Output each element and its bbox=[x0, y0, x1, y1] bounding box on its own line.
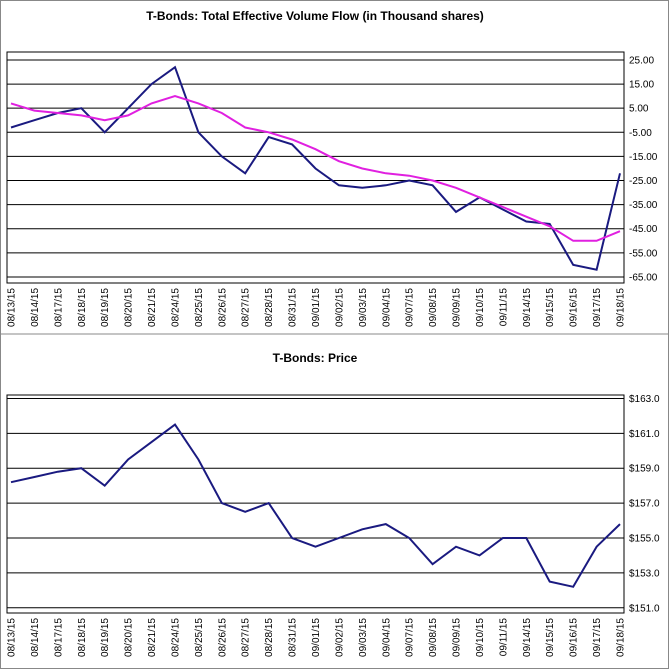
x-tick-label: 08/27/15 bbox=[241, 618, 252, 657]
x-tick-label: 09/01/15 bbox=[311, 288, 322, 327]
y-tick-label: 25.00 bbox=[629, 55, 654, 66]
y-tick-label: $153.0 bbox=[629, 568, 660, 579]
x-tick-label: 09/09/15 bbox=[452, 288, 463, 327]
y-tick-label: 15.00 bbox=[629, 80, 654, 91]
chart-title: T-Bonds: Price bbox=[273, 351, 358, 365]
x-tick-label: 08/21/15 bbox=[147, 618, 158, 657]
y-tick-label: $157.0 bbox=[629, 499, 660, 510]
plot-area bbox=[6, 394, 625, 614]
x-tick-label: 08/24/15 bbox=[170, 288, 181, 327]
x-tick-label: 09/16/15 bbox=[569, 618, 580, 657]
y-tick-label: -35.00 bbox=[629, 200, 658, 211]
x-tick-label: 09/10/15 bbox=[475, 288, 486, 327]
y-tick-label: 5.00 bbox=[629, 104, 649, 115]
y-tick-label: $155.0 bbox=[629, 534, 660, 545]
x-tick-label: 08/20/15 bbox=[124, 288, 135, 327]
x-tick-label: 09/09/15 bbox=[452, 618, 463, 657]
x-tick-label: 08/25/15 bbox=[194, 288, 205, 327]
y-tick-label: $159.0 bbox=[629, 464, 660, 475]
x-tick-label: 09/07/15 bbox=[405, 288, 416, 327]
x-tick-label: 09/02/15 bbox=[334, 618, 345, 657]
x-tick-label: 09/08/15 bbox=[428, 618, 439, 657]
x-tick-label: 08/13/15 bbox=[7, 618, 18, 657]
x-tick-label: 08/19/15 bbox=[100, 288, 111, 327]
y-tick-label: $163.0 bbox=[629, 394, 660, 405]
x-tick-label: 09/08/15 bbox=[428, 288, 439, 327]
x-tick-label: 09/14/15 bbox=[522, 618, 533, 657]
x-tick-label: 09/03/15 bbox=[358, 618, 369, 657]
x-tick-label: 09/10/15 bbox=[475, 618, 486, 657]
x-tick-label: 09/17/15 bbox=[592, 288, 603, 327]
x-tick-label: 09/15/15 bbox=[545, 618, 556, 657]
x-tick-label: 08/20/15 bbox=[124, 618, 135, 657]
x-tick-label: 08/18/15 bbox=[77, 618, 88, 657]
chart-title: T-Bonds: Total Effective Volume Flow (in… bbox=[146, 9, 484, 23]
x-tick-label: 08/17/15 bbox=[53, 618, 64, 657]
x-tick-label: 09/04/15 bbox=[381, 618, 392, 657]
x-tick-label: 08/14/15 bbox=[30, 288, 41, 327]
series-line bbox=[10, 95, 621, 242]
x-tick-label: 09/16/15 bbox=[569, 288, 580, 327]
y-tick-label: -25.00 bbox=[629, 176, 658, 187]
x-tick-label: 09/07/15 bbox=[405, 618, 416, 657]
x-tick-label: 08/18/15 bbox=[77, 288, 88, 327]
x-tick-label: 08/24/15 bbox=[170, 618, 181, 657]
y-tick-label: -45.00 bbox=[629, 224, 658, 235]
x-tick-label: 09/14/15 bbox=[522, 288, 533, 327]
x-tick-label: 09/11/15 bbox=[498, 618, 509, 657]
x-tick-label: 09/02/15 bbox=[334, 288, 345, 327]
x-tick-label: 09/18/15 bbox=[616, 618, 627, 657]
y-tick-label: -5.00 bbox=[629, 128, 652, 139]
x-tick-label: 08/13/15 bbox=[7, 288, 18, 327]
series-line bbox=[10, 65, 621, 271]
x-tick-label: 09/11/15 bbox=[498, 288, 509, 327]
x-tick-label: 08/27/15 bbox=[241, 288, 252, 327]
series-line bbox=[10, 423, 621, 588]
x-tick-label: 08/28/15 bbox=[264, 618, 275, 657]
x-tick-label: 08/14/15 bbox=[30, 618, 41, 657]
y-tick-label: -55.00 bbox=[629, 248, 658, 259]
x-tick-label: 08/21/15 bbox=[147, 288, 158, 327]
x-tick-label: 08/26/15 bbox=[217, 288, 228, 327]
x-tick-label: 09/15/15 bbox=[545, 288, 556, 327]
x-tick-label: 08/19/15 bbox=[100, 618, 111, 657]
x-tick-label: 09/18/15 bbox=[616, 288, 627, 327]
x-tick-label: 09/01/15 bbox=[311, 618, 322, 657]
x-tick-label: 08/25/15 bbox=[194, 618, 205, 657]
y-tick-label: $151.0 bbox=[629, 603, 660, 614]
y-tick-label: $161.0 bbox=[629, 429, 660, 440]
y-tick-label: -65.00 bbox=[629, 272, 658, 283]
x-tick-label: 08/31/15 bbox=[288, 618, 299, 657]
x-tick-label: 09/03/15 bbox=[358, 288, 369, 327]
x-tick-label: 09/17/15 bbox=[592, 618, 603, 657]
x-tick-label: 09/04/15 bbox=[381, 288, 392, 327]
y-tick-label: -15.00 bbox=[629, 152, 658, 163]
x-tick-label: 08/31/15 bbox=[288, 288, 299, 327]
x-tick-label: 08/28/15 bbox=[264, 288, 275, 327]
x-tick-label: 08/26/15 bbox=[217, 618, 228, 657]
x-tick-label: 08/17/15 bbox=[53, 288, 64, 327]
